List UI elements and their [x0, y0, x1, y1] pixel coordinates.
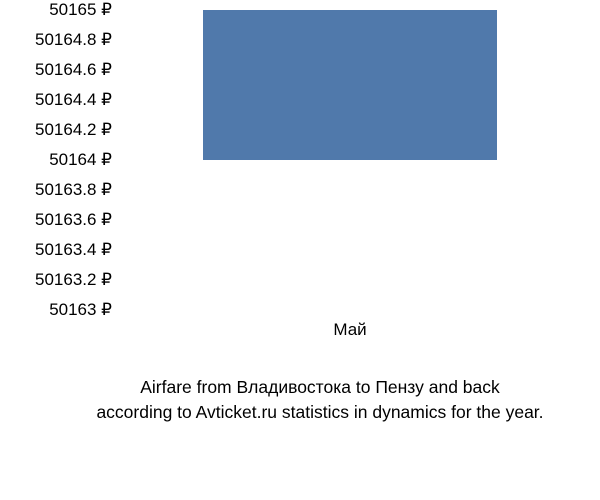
bar	[203, 10, 497, 160]
y-axis: 50165 ₽50164.8 ₽50164.6 ₽50164.4 ₽50164.…	[0, 10, 120, 310]
caption-line-1: Airfare from Владивостока to Пензу and b…	[140, 377, 500, 397]
y-tick-label: 50163.4 ₽	[35, 240, 112, 260]
chart-caption: Airfare from Владивостока to Пензу and b…	[55, 375, 585, 426]
x-axis: Май	[120, 320, 580, 350]
y-tick-label: 50164.6 ₽	[35, 60, 112, 80]
caption-line-2: according to Avticket.ru statistics in d…	[96, 402, 543, 422]
y-tick-label: 50164.2 ₽	[35, 120, 112, 140]
x-tick-label: Май	[333, 320, 366, 340]
y-tick-label: 50164.4 ₽	[35, 90, 112, 110]
y-tick-label: 50163.2 ₽	[35, 270, 112, 290]
y-tick-label: 50165 ₽	[49, 0, 112, 20]
y-tick-label: 50164 ₽	[49, 150, 112, 170]
plot-area	[120, 10, 580, 310]
chart-container: 50165 ₽50164.8 ₽50164.6 ₽50164.4 ₽50164.…	[0, 10, 600, 350]
y-tick-label: 50163 ₽	[49, 300, 112, 320]
y-tick-label: 50164.8 ₽	[35, 30, 112, 50]
y-tick-label: 50163.6 ₽	[35, 210, 112, 230]
y-tick-label: 50163.8 ₽	[35, 180, 112, 200]
